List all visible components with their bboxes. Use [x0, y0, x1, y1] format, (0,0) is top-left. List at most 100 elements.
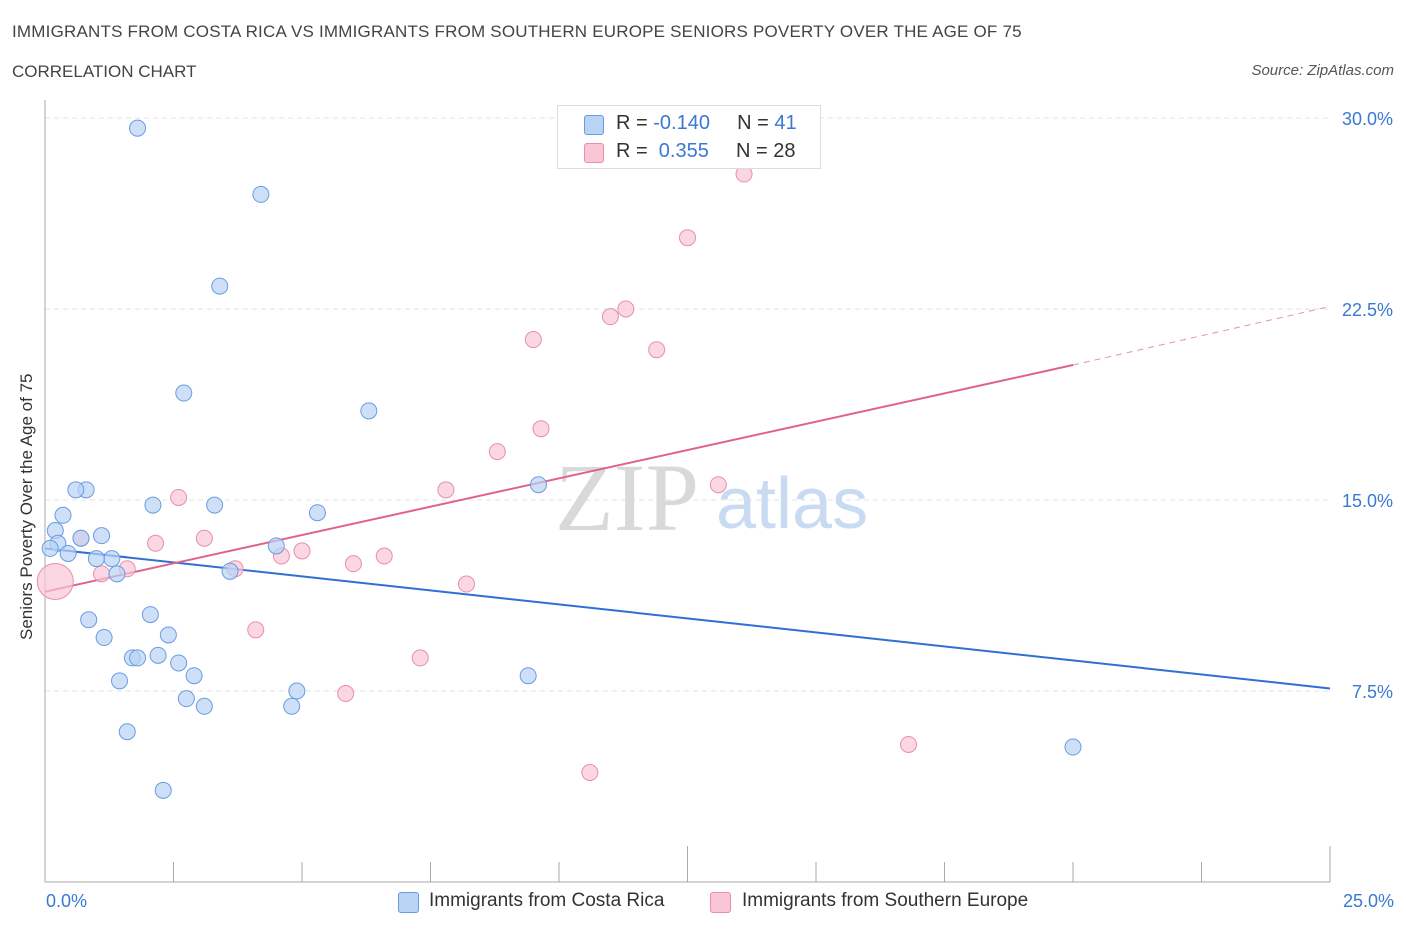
point-costa-rica: [95, 629, 113, 647]
point-southern-europe: [170, 488, 188, 506]
point-costa-rica: [87, 550, 105, 568]
y-axis-label: Seniors Poverty Over the Age of 75: [17, 373, 36, 640]
point-southern-europe: [709, 476, 727, 494]
point-costa-rica: [195, 697, 213, 715]
point-costa-rica: [154, 781, 172, 799]
point-southern-europe: [344, 555, 362, 573]
chart-subtitle: CORRELATION CHART: [12, 62, 197, 81]
legend-swatch-costa-rica: [398, 892, 419, 913]
legend-row-costa-rica: R = -0.140 N = 41: [616, 112, 797, 136]
y-tick-label: 30.0%: [1342, 109, 1393, 129]
grid-lines: [45, 117, 1330, 692]
y-tick-label: 15.0%: [1342, 491, 1393, 511]
point-costa-rica: [308, 504, 326, 522]
point-costa-rica: [141, 606, 159, 624]
point-southern-europe: [900, 735, 918, 753]
point-costa-rica: [283, 697, 301, 715]
point-southern-europe: [617, 300, 635, 318]
point-costa-rica: [111, 672, 129, 690]
point-costa-rica: [170, 654, 188, 672]
point-costa-rica: [54, 506, 72, 524]
point-southern-europe: [679, 229, 696, 247]
point-southern-europe: [247, 621, 265, 639]
point-costa-rica: [1064, 738, 1082, 756]
point-southern-europe: [411, 649, 429, 667]
point-costa-rica: [185, 667, 203, 685]
point-costa-rica: [67, 481, 85, 499]
r-value: -0.140: [653, 112, 710, 134]
point-costa-rica: [360, 402, 378, 420]
point-costa-rica: [118, 723, 136, 741]
point-southern-europe: [147, 534, 165, 552]
point-southern-europe: [457, 575, 475, 593]
point-costa-rica: [159, 626, 177, 644]
point-costa-rica: [519, 667, 537, 685]
point-costa-rica: [252, 185, 270, 203]
point-southern-europe: [93, 565, 111, 583]
point-southern-europe: [601, 308, 619, 326]
point-southern-europe: [488, 443, 506, 461]
legend-label-costa-rica: Immigrants from Costa Rica: [429, 890, 665, 911]
watermark-zip: ZIP: [555, 444, 699, 551]
r-label: R =: [616, 140, 654, 162]
point-costa-rica: [206, 496, 224, 514]
legend-swatch-southern-europe: [710, 892, 731, 913]
point-costa-rica: [72, 529, 90, 547]
point-southern-europe: [437, 481, 455, 499]
point-costa-rica: [80, 611, 98, 629]
watermark-atlas: atlas: [716, 464, 868, 544]
correlation-legend: R = -0.140 N = 41 R = 0.355 N = 28: [557, 105, 821, 169]
point-southern-europe: [648, 341, 666, 359]
n-label: N =: [737, 112, 775, 134]
point-costa-rica: [177, 690, 195, 708]
point-costa-rica: [108, 565, 126, 583]
x-tick-label-min: 0.0%: [46, 891, 88, 911]
point-costa-rica: [149, 646, 167, 664]
point-costa-rica: [144, 496, 162, 514]
trend-extension-southern-europe: [1072, 305, 1331, 366]
watermark: ZIP atlas: [555, 444, 868, 551]
chart-title: IMMIGRANTS FROM COSTA RICA VS IMMIGRANTS…: [12, 22, 1022, 41]
y-tick-label: 22.5%: [1342, 300, 1393, 320]
n-label: N =: [735, 140, 774, 162]
point-southern-europe: [375, 547, 393, 565]
trend-line-costa-rica: [44, 547, 1331, 690]
point-costa-rica: [129, 649, 147, 667]
y-tick-label: 7.5%: [1352, 682, 1393, 702]
point-costa-rica: [221, 562, 239, 580]
point-costa-rica: [93, 527, 111, 545]
axes: [44, 100, 1331, 883]
points-costa-rica: [41, 119, 1082, 799]
legend-label-southern-europe: Immigrants from Southern Europe: [742, 890, 1029, 911]
point-southern-europe: [337, 685, 355, 703]
point-costa-rica: [103, 550, 121, 568]
point-costa-rica: [267, 537, 285, 555]
y-tick-labels: 7.5% 15.0% 22.5% 30.0%: [1342, 109, 1393, 702]
x-tick-label-max: 25.0%: [1342, 891, 1394, 911]
point-costa-rica: [129, 119, 147, 137]
point-southern-europe: [36, 562, 74, 600]
n-value: 28: [773, 140, 796, 162]
point-southern-europe: [581, 763, 599, 781]
point-southern-europe: [195, 529, 213, 547]
point-southern-europe: [532, 420, 550, 438]
point-costa-rica: [211, 277, 229, 295]
point-costa-rica: [59, 544, 77, 562]
point-southern-europe: [524, 331, 542, 349]
legend-swatch-southern-europe: [584, 143, 604, 163]
r-value: 0.355: [653, 140, 709, 162]
trend-lines: [44, 305, 1331, 690]
n-value: 41: [774, 112, 797, 134]
point-costa-rica: [41, 539, 59, 557]
source-text: Source: ZipAtlas.com: [1251, 62, 1394, 79]
point-costa-rica: [529, 476, 547, 494]
point-southern-europe: [293, 542, 311, 560]
point-costa-rica: [175, 384, 193, 402]
source-credit: Source: ZipAtlas.com: [1251, 62, 1394, 79]
legend-row-southern-europe: R = 0.355 N = 28: [616, 140, 795, 164]
legend-swatch-costa-rica: [584, 115, 604, 135]
trend-line-southern-europe: [44, 364, 1074, 593]
point-costa-rica: [288, 682, 306, 700]
r-label: R =: [616, 112, 654, 134]
